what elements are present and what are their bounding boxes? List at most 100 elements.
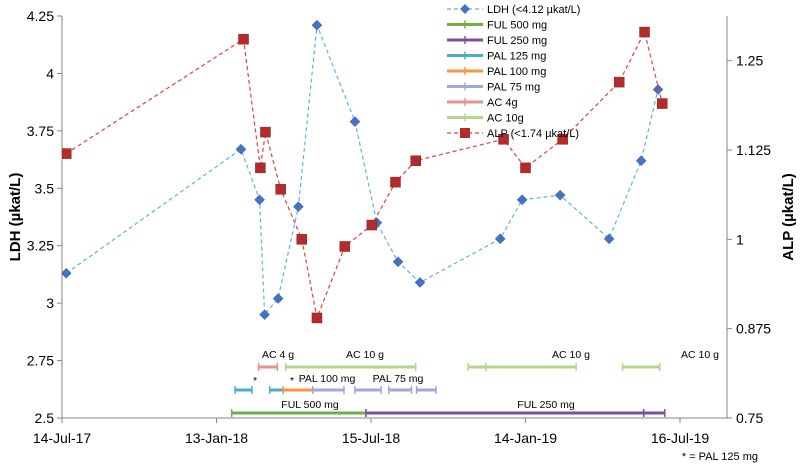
legend-label: PAL 75 mg [487, 82, 540, 94]
legend-item: FUL 500 mg [447, 20, 547, 32]
y-left-tick-label: 2.5 [35, 410, 55, 426]
data-point-square [613, 76, 625, 88]
series-alp [62, 26, 668, 324]
data-point-diamond [392, 256, 404, 268]
legend-label: PAL 125 mg [487, 51, 546, 63]
data-point-square [296, 234, 308, 245]
x-tick-label: 13-Jan-18 [185, 430, 248, 446]
x-tick-label: 14-Jan-19 [494, 430, 557, 446]
legend-label: FUL 500 mg [487, 20, 547, 32]
legend-item: PAL 100 mg [447, 66, 546, 78]
legend-label: ALP (<1.74 µkat/L) [487, 128, 579, 140]
legend-item: FUL 250 mg [447, 35, 547, 47]
legend-item: PAL 125 mg [447, 51, 546, 63]
data-point-square [311, 312, 323, 324]
y-left-tick-label: 2.75 [27, 353, 54, 369]
annotation-label: PAL 100 mg [299, 373, 356, 385]
y-axis-left-title: LDH (µkat/L) [7, 173, 24, 262]
data-point-square [410, 155, 421, 166]
y-right-tick-label: 1.125 [736, 142, 771, 158]
y-left-tick-label: 3.25 [27, 238, 54, 254]
legend-item: ALP (<1.74 µkat/L) [447, 128, 579, 140]
data-point-diamond [311, 19, 323, 31]
x-tick-label: 16-Jul-19 [651, 430, 710, 446]
data-point-diamond [554, 189, 566, 201]
data-point-diamond [652, 84, 664, 95]
legend-swatch-marker [460, 128, 470, 138]
data-point-diamond [254, 194, 265, 206]
series-line [65, 24, 659, 317]
x-tick-label: 15-Jul-18 [342, 430, 401, 446]
data-point-square [339, 241, 351, 252]
data-point-diamond [62, 267, 72, 279]
y-left-tick-label: 3 [46, 295, 54, 311]
annotation-label: AC 10 g [681, 349, 719, 361]
legend-item: PAL 75 mg [447, 82, 540, 94]
data-point-diamond [516, 194, 528, 206]
data-point-diamond [635, 155, 647, 167]
series-line [65, 30, 663, 321]
data-point-diamond [293, 201, 304, 213]
legend-swatch-marker [460, 4, 470, 14]
legend-label: AC 10g [487, 113, 524, 125]
treatment-segment [467, 363, 487, 371]
data-point-square [366, 219, 378, 231]
data-point-square [390, 176, 401, 188]
treatment-segment [642, 409, 666, 417]
annotation-label: AC 10 g [552, 349, 590, 361]
treatment-segment [282, 386, 314, 394]
y-right-tick-label: 0.875 [736, 321, 771, 337]
annotation-label: AC 4 g [262, 349, 294, 361]
treatment-segment [268, 386, 284, 394]
y-left-tick-label: 3.75 [27, 123, 54, 139]
legend-label: LDH (<4.12 µkat/L) [487, 4, 580, 16]
data-point-diamond [349, 116, 361, 128]
legend-label: AC 4g [487, 97, 518, 109]
treatment-segment [284, 363, 417, 371]
annotation-label: AC 10 g [346, 349, 384, 361]
data-point-diamond [259, 309, 270, 320]
treatment-segment [485, 363, 577, 371]
data-point-square [639, 26, 650, 38]
data-point-diamond [414, 277, 426, 288]
treatment-segment [354, 386, 382, 394]
axes: 2.5 2.75 3 3.25 3.5 3.75 4 4.25 0.75 0.875 1 1.125 1… [7, 8, 797, 446]
data-point-square [260, 126, 271, 138]
y-axis-right-title: ALP (µkat/L) [780, 173, 797, 261]
x-tick-label: 14-Jul-17 [33, 430, 92, 446]
data-point-square [255, 162, 266, 174]
annotation-label: FUL 500 mg [281, 399, 339, 411]
footnote: * = PAL 125 mg [682, 451, 758, 463]
data-point-diamond [235, 143, 247, 155]
treatment-segment [387, 386, 413, 394]
annotation-label: FUL 250 mg [517, 399, 575, 411]
data-point-square [498, 134, 509, 145]
data-point-square [557, 134, 568, 145]
y-left-tick-label: 4 [46, 65, 54, 81]
y-right-tick-label: 0.75 [736, 410, 763, 426]
treatment-segment [621, 363, 661, 371]
annotation-layer: AC 4 g AC 10 g AC 10 g AC 10 g PAL 100 mg PAL… [253, 349, 719, 411]
annotation-label: * [290, 375, 294, 387]
y-left-tick-label: 3.5 [35, 180, 55, 196]
data-point-square [520, 162, 531, 174]
legend: LDH (<4.12 µkat/L) FUL 500 mg FUL 250 mg PA… [447, 4, 580, 140]
legend-label: PAL 100 mg [487, 66, 546, 78]
y-left-tick-label: 4.25 [27, 8, 54, 24]
data-point-square [275, 184, 286, 195]
treatment-segment [365, 409, 645, 417]
annotation-label: PAL 75 mg [373, 373, 424, 385]
y-right-tick-label: 1.25 [736, 53, 763, 69]
treatment-segment [415, 386, 437, 394]
treatment-segment [311, 386, 345, 394]
series-layer [62, 19, 668, 324]
data-point-square [238, 33, 249, 45]
legend-label: FUL 250 mg [487, 35, 547, 47]
annotation-label: * [253, 375, 257, 387]
data-point-square [657, 98, 668, 109]
data-point-diamond [494, 233, 506, 245]
treatment-layer [230, 363, 666, 417]
data-point-diamond [603, 233, 615, 245]
legend-item: AC 10g [447, 113, 524, 125]
